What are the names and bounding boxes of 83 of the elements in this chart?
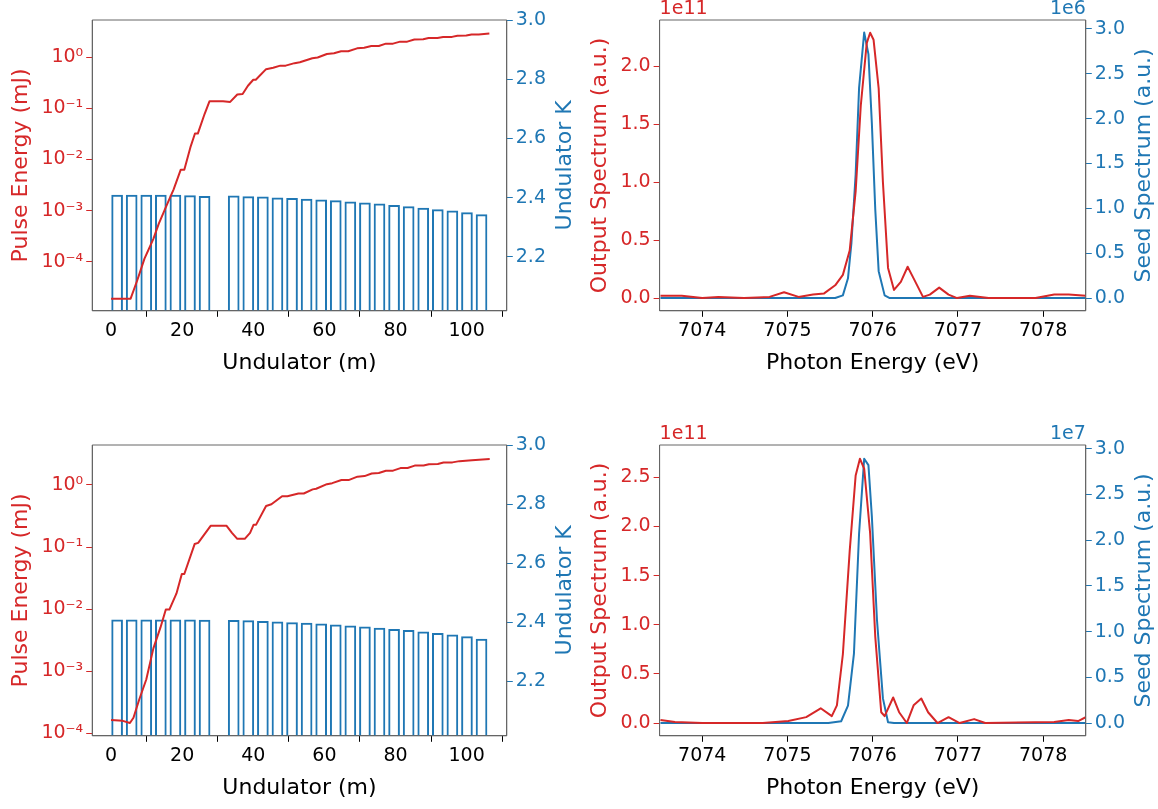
y-axis-title: Pulse Energy (mJ): [6, 68, 32, 263]
y-tick-label: 10⁻³: [41, 658, 84, 681]
y2-tick-label: 2.4: [515, 609, 546, 632]
y2-tick-label: 0.5: [1094, 240, 1125, 263]
y-axis-title: Output Spectrum (a.u.): [585, 462, 611, 719]
y2-tick-label: 2.5: [1094, 481, 1125, 504]
y-tick-label: 1.5: [620, 111, 651, 134]
y-tick-label: 0.5: [620, 227, 651, 250]
y-tick-label: 10⁻¹: [41, 534, 84, 557]
x-tick-label: 40: [241, 318, 266, 341]
x-tick-label: 7076: [848, 318, 897, 341]
x-tick-label: 7076: [848, 743, 897, 766]
x-tick-label: 60: [312, 318, 337, 341]
y-tick-label: 1.0: [620, 611, 651, 634]
y2-axis-title: Undulator K: [550, 524, 576, 656]
text: 1e11: [659, 0, 708, 19]
x-axis-title: Undulator (m): [222, 773, 377, 799]
y2-tick-label: 0.0: [1094, 710, 1125, 733]
x-tick-label: 20: [170, 743, 195, 766]
y-tick-label: 0.5: [620, 660, 651, 683]
y2-tick-label: 2.6: [515, 125, 546, 148]
text: 1e11: [659, 421, 708, 444]
y2-tick-label: 0.5: [1094, 664, 1125, 687]
y2-tick-label: 1.5: [1094, 150, 1125, 173]
y-axis-title: Output Spectrum (a.u.): [585, 37, 611, 294]
x-tick-label: 100: [448, 318, 485, 341]
y-tick-label: 10⁻⁴: [41, 248, 84, 271]
x-tick-label: 40: [241, 743, 266, 766]
text: 1e6: [1049, 0, 1086, 19]
y-tick-label: 1.0: [620, 169, 651, 192]
y2-tick-label: 2.8: [515, 66, 546, 89]
y-tick-label: 1.5: [620, 562, 651, 585]
y2-tick-label: 1.0: [1094, 195, 1125, 218]
y2-tick-label: 2.0: [1094, 105, 1125, 128]
y-tick-label: 10⁻³: [41, 197, 84, 220]
y2-tick-label: 2.5: [1094, 60, 1125, 83]
x-tick-label: 100: [448, 743, 485, 766]
x-tick-label: 7074: [678, 743, 727, 766]
x-tick-label: 0: [105, 318, 118, 341]
y-tick-label: 2.0: [620, 513, 651, 536]
y-tick-label: 10⁻²: [41, 596, 84, 619]
y2-tick-label: 0.0: [1094, 285, 1125, 307]
x-tick-label: 7077: [933, 318, 983, 341]
y2-tick-label: 1.5: [1094, 572, 1125, 595]
y2-tick-label: 3.0: [1094, 15, 1125, 38]
y2-tick-label: 3.0: [1094, 435, 1125, 458]
y2-tick-label: 2.8: [515, 490, 546, 513]
x-tick-label: 7078: [1018, 318, 1068, 341]
text: 1e7: [1049, 421, 1086, 444]
x-axis-title: Photon Energy (eV): [765, 773, 980, 799]
x-tick-label: 7075: [763, 318, 812, 341]
y2-axis-title: Seed Spectrum (a.u.): [1129, 473, 1155, 708]
y-tick-label: 2.0: [620, 53, 651, 76]
y-tick-label: 10⁻¹: [41, 95, 84, 118]
y-tick-label: 10⁰: [51, 44, 84, 66]
y-tick-label: 0.0: [620, 709, 651, 732]
y-tick-label: 2.5: [620, 464, 651, 487]
y2-tick-label: 2.0: [1094, 527, 1125, 550]
x-tick-label: 7077: [933, 743, 983, 766]
x-tick-label: 80: [383, 318, 408, 341]
x-tick-label: 60: [312, 743, 337, 766]
y-tick-label: 10⁰: [51, 471, 84, 494]
y2-tick-label: 3.0: [515, 6, 546, 29]
y-tick-label: 10⁻⁴: [41, 720, 84, 743]
x-tick-label: 7078: [1018, 743, 1068, 766]
x-tick-label: 7075: [763, 743, 812, 766]
y2-tick-label: 2.2: [515, 243, 546, 266]
y2-tick-label: 3.0: [515, 431, 546, 454]
y-tick-label: 0.0: [620, 284, 651, 307]
x-tick-label: 7074: [678, 318, 727, 341]
y-axis-title: Pulse Energy (mJ): [6, 493, 32, 688]
y2-tick-label: 2.6: [515, 550, 546, 573]
x-tick-label: 0: [105, 743, 118, 766]
x-axis-title: Photon Energy (eV): [765, 348, 980, 374]
y2-axis-title: Undulator K: [550, 99, 576, 231]
y-tick-label: 10⁻²: [41, 146, 84, 169]
x-axis-title: Undulator (m): [222, 348, 377, 374]
x-tick-label: 80: [383, 743, 408, 766]
x-tick-label: 20: [170, 318, 195, 341]
y2-tick-label: 2.2: [515, 668, 546, 691]
y2-tick-label: 2.4: [515, 184, 546, 207]
y2-tick-label: 1.0: [1094, 618, 1125, 641]
y2-axis-title: Seed Spectrum (a.u.): [1129, 48, 1155, 283]
